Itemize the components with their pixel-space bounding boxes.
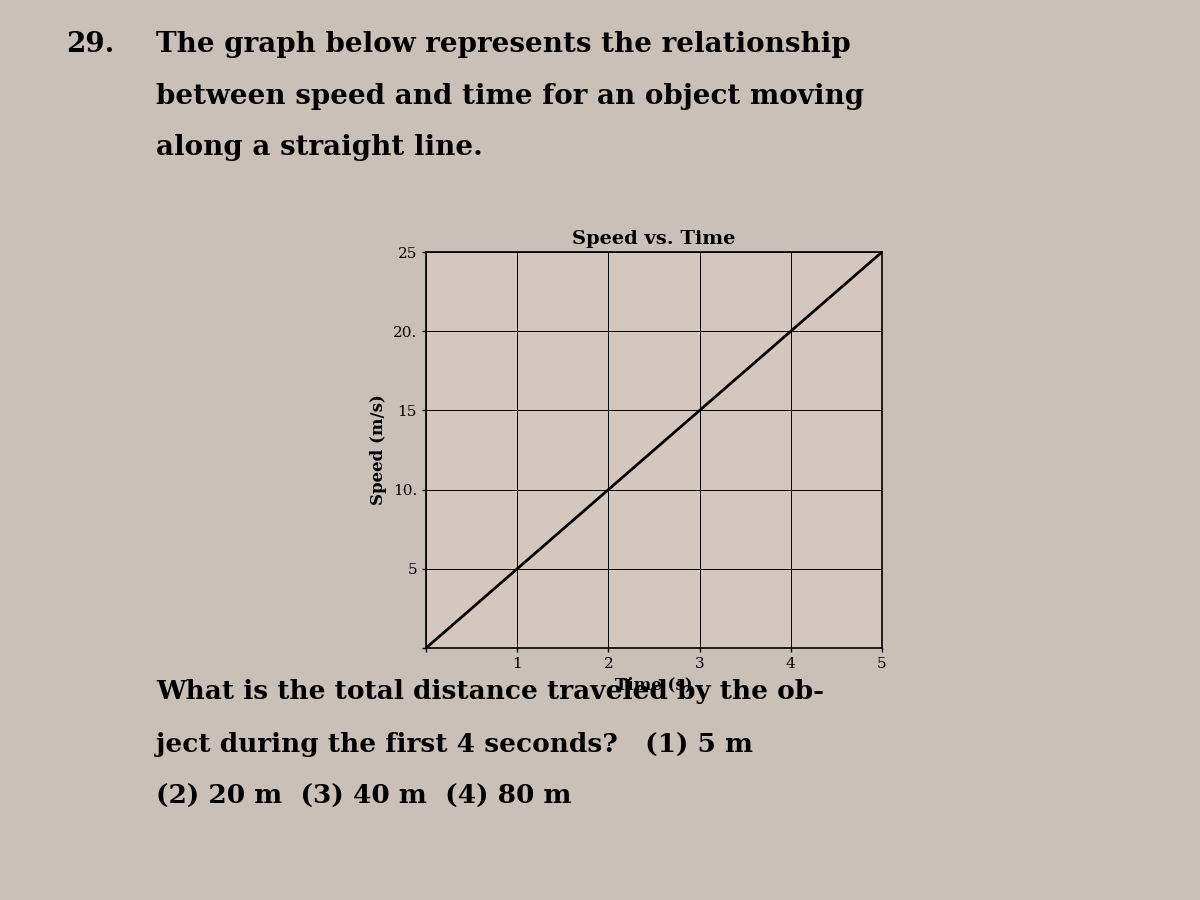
Text: ject during the first 4 seconds?   (1) 5 m: ject during the first 4 seconds? (1) 5 m [156,732,754,757]
Text: The graph below represents the relationship: The graph below represents the relations… [156,32,851,58]
Text: 29.: 29. [66,32,114,58]
X-axis label: Time (s): Time (s) [616,677,692,694]
Text: (2) 20 m  (3) 40 m  (4) 80 m: (2) 20 m (3) 40 m (4) 80 m [156,784,571,809]
Y-axis label: Speed (m/s): Speed (m/s) [370,394,388,506]
Text: along a straight line.: along a straight line. [156,134,482,161]
Text: What is the total distance traveled by the ob-: What is the total distance traveled by t… [156,680,824,705]
Title: Speed vs. Time: Speed vs. Time [572,230,736,248]
Text: between speed and time for an object moving: between speed and time for an object mov… [156,83,864,110]
